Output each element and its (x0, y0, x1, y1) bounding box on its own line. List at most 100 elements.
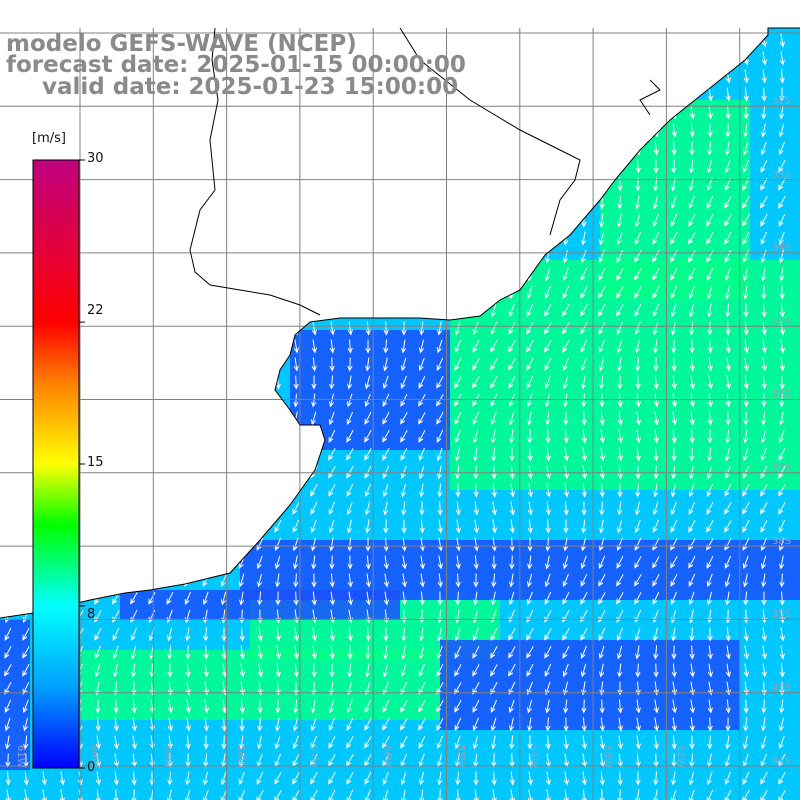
wind-arrow (598, 249, 605, 264)
wind-arrow (544, 357, 552, 371)
wind-arrow (95, 411, 101, 426)
wind-arrow (743, 717, 749, 732)
wind-arrow (221, 141, 227, 156)
wind-arrow (652, 556, 660, 569)
wind-arrow (4, 717, 11, 732)
wind-arrow (400, 412, 408, 425)
wind-arrow (113, 447, 119, 462)
wind-arrow (707, 699, 713, 714)
wind-arrow (203, 663, 209, 678)
wind-arrow (526, 340, 534, 353)
wind-arrow (131, 123, 137, 138)
wind-arrow (563, 735, 569, 750)
wind-arrow (616, 286, 624, 299)
wind-arrow (382, 483, 389, 498)
wind-arrow (634, 231, 642, 246)
wind-arrow (508, 375, 516, 389)
wind-arrow (238, 771, 245, 786)
wind-arrow (743, 339, 749, 354)
wind-arrow (293, 573, 299, 588)
wind-arrow (130, 574, 138, 587)
wind-arrow (185, 141, 191, 156)
wind-arrow (598, 304, 606, 317)
wind-arrow (653, 339, 659, 354)
wind-arrow (131, 717, 137, 732)
wind-arrow (563, 429, 569, 444)
wind-arrow (364, 160, 372, 173)
wind-arrow (706, 555, 714, 569)
wind-arrow (346, 160, 354, 173)
wind-arrow (328, 717, 335, 732)
wind-arrow (527, 195, 533, 210)
wind-arrow (562, 285, 570, 299)
wind-arrow (545, 483, 551, 498)
wind-arrow (185, 159, 191, 174)
wind-arrow (670, 519, 678, 533)
wind-arrow (472, 645, 480, 659)
wind-arrow (743, 285, 749, 300)
wind-arrow (778, 141, 785, 156)
wind-arrow (383, 357, 389, 372)
wind-arrow (329, 321, 335, 336)
wind-arrow (688, 573, 696, 587)
wind-arrow (599, 213, 605, 228)
wind-arrow (599, 159, 605, 174)
wind-arrow (455, 591, 461, 606)
wind-arrow (437, 195, 443, 210)
wind-arrow (509, 447, 515, 462)
wind-arrow (347, 591, 353, 606)
wind-arrow (365, 231, 371, 246)
wind-arrow (400, 106, 408, 119)
wind-arrow (707, 123, 713, 138)
wind-arrow (688, 591, 695, 606)
wind-arrow (671, 663, 677, 678)
wind-arrow (760, 249, 767, 264)
wind-arrow (652, 519, 660, 534)
wind-arrow (221, 717, 227, 732)
wind-arrow (437, 483, 443, 498)
wind-arrow (148, 574, 156, 587)
wind-arrow (743, 591, 749, 606)
wind-arrow (40, 105, 47, 120)
wind-arrow (293, 267, 299, 282)
wind-arrow (599, 465, 605, 480)
wind-arrow (526, 646, 534, 659)
wind-arrow (472, 735, 479, 750)
wind-arrow (599, 735, 605, 750)
wind-arrow (310, 160, 318, 173)
wind-arrow (202, 213, 210, 227)
wind-arrow (275, 411, 281, 426)
wind-arrow (436, 663, 444, 677)
wind-arrow (5, 213, 11, 228)
wind-arrow (149, 411, 155, 426)
wind-arrow (328, 142, 336, 155)
wind-arrow (526, 573, 533, 588)
wind-arrow (220, 483, 227, 498)
wind-arrow (346, 430, 354, 443)
wind-arrow (347, 357, 353, 372)
wind-arrow (23, 465, 29, 480)
wind-arrow (238, 502, 246, 515)
wind-arrow (778, 178, 786, 191)
wind-arrow (311, 321, 317, 336)
wind-arrow (59, 105, 65, 120)
wind-arrow (724, 771, 731, 786)
wind-arrow (581, 771, 587, 786)
wind-arrow (527, 483, 533, 498)
wind-arrow (167, 483, 173, 498)
wind-arrow (454, 682, 462, 695)
wind-arrow (706, 591, 713, 606)
wind-arrow (544, 573, 551, 588)
wind-arrow (616, 249, 624, 263)
wind-arrow (635, 429, 641, 444)
wind-arrow (454, 645, 462, 659)
wind-arrow (167, 447, 173, 462)
wind-arrow (364, 375, 371, 390)
wind-arrow (310, 429, 317, 444)
wind-arrow (580, 592, 588, 605)
wind-arrow (311, 627, 317, 642)
wind-arrow (436, 735, 443, 750)
wind-arrow (347, 303, 353, 318)
wind-arrow (671, 771, 677, 786)
wind-arrow (166, 321, 173, 336)
